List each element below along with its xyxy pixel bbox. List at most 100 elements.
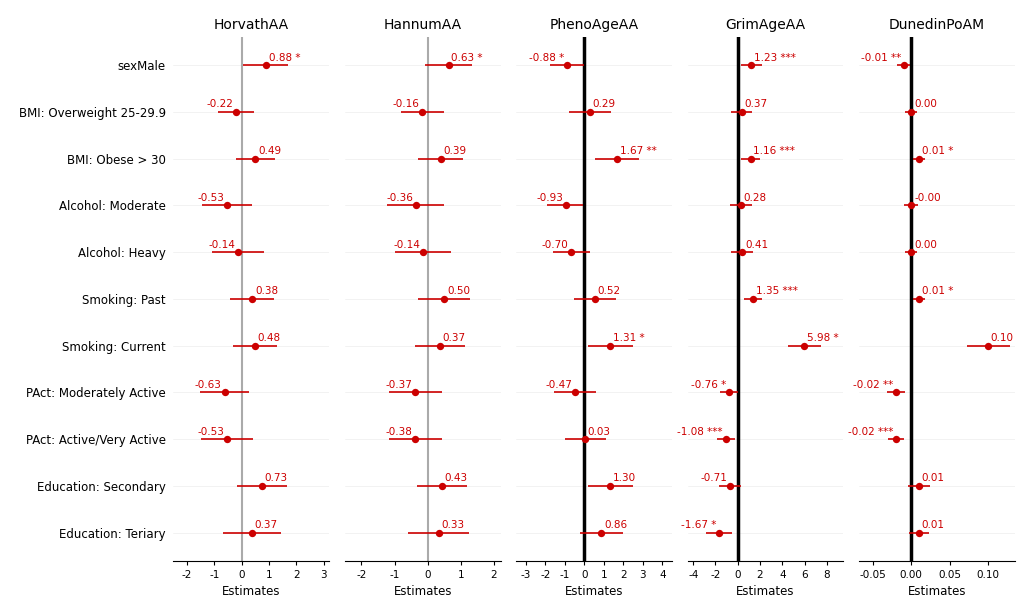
Text: -0.14: -0.14 (208, 240, 235, 249)
Point (258, 60, 274, 70)
Text: 0.48: 0.48 (258, 333, 280, 343)
Text: 0.03: 0.03 (587, 427, 610, 437)
Point (244, 527, 260, 537)
Point (710, 527, 727, 537)
Title: GrimAgeAA: GrimAgeAA (725, 18, 805, 31)
Point (910, 294, 926, 304)
Point (430, 527, 446, 537)
Point (557, 200, 574, 210)
Text: -0.53: -0.53 (198, 427, 224, 437)
Point (432, 153, 448, 163)
Text: -0.02 ***: -0.02 *** (847, 427, 893, 437)
Point (601, 481, 618, 491)
Point (440, 60, 457, 70)
Text: 0.01: 0.01 (921, 474, 944, 484)
Text: 0.01 *: 0.01 * (921, 146, 952, 156)
Text: -1.08 ***: -1.08 *** (677, 427, 722, 437)
Point (415, 247, 431, 257)
Text: 0.43: 0.43 (444, 474, 468, 484)
Point (720, 387, 737, 397)
Text: -0.70: -0.70 (541, 240, 568, 249)
Point (979, 341, 996, 351)
Point (586, 294, 602, 304)
Point (219, 200, 235, 210)
Text: 1.23 ***: 1.23 *** (753, 53, 796, 63)
Point (247, 341, 263, 351)
Text: 1.16 ***: 1.16 *** (753, 146, 795, 156)
Point (433, 481, 449, 491)
Text: -0.37: -0.37 (385, 380, 413, 390)
Point (414, 107, 430, 116)
Point (436, 294, 452, 304)
Text: -0.53: -0.53 (198, 193, 224, 203)
Text: 0.88 *: 0.88 * (268, 53, 300, 63)
Point (887, 434, 903, 444)
Point (910, 153, 926, 163)
X-axis label: Estimates: Estimates (907, 585, 965, 598)
Text: 0.37: 0.37 (442, 333, 466, 343)
Point (902, 107, 918, 116)
Text: -0.47: -0.47 (545, 380, 572, 390)
Text: -0.16: -0.16 (392, 99, 419, 110)
Point (558, 60, 575, 70)
Text: 0.63 *: 0.63 * (451, 53, 482, 63)
Text: 1.67 **: 1.67 ** (620, 146, 656, 156)
Text: -0.14: -0.14 (393, 240, 420, 249)
Text: -0.76 *: -0.76 * (691, 380, 726, 390)
Text: 0.01: 0.01 (921, 520, 944, 530)
Text: 0.86: 0.86 (603, 520, 627, 530)
Point (910, 527, 926, 537)
Text: 0.52: 0.52 (597, 286, 620, 296)
Point (229, 247, 246, 257)
Text: 0.49: 0.49 (258, 146, 281, 156)
X-axis label: Estimates: Estimates (393, 585, 451, 598)
X-axis label: Estimates: Estimates (222, 585, 280, 598)
Point (247, 153, 263, 163)
Text: 1.31 *: 1.31 * (612, 333, 644, 343)
Text: -0.00: -0.00 (913, 193, 940, 203)
Text: -0.22: -0.22 (206, 99, 232, 110)
Text: 0.41: 0.41 (744, 240, 767, 249)
Point (407, 387, 423, 397)
Point (716, 434, 733, 444)
Point (577, 434, 593, 444)
Text: -0.88 *: -0.88 * (529, 53, 564, 63)
Text: -0.93: -0.93 (536, 193, 562, 203)
X-axis label: Estimates: Estimates (565, 585, 623, 598)
Point (733, 107, 749, 116)
Point (219, 434, 235, 444)
Point (592, 527, 608, 537)
X-axis label: Estimates: Estimates (736, 585, 794, 598)
Text: 0.28: 0.28 (743, 193, 766, 203)
Point (743, 60, 759, 70)
Point (407, 434, 423, 444)
Point (562, 247, 579, 257)
Text: 0.39: 0.39 (443, 146, 466, 156)
Text: 0.29: 0.29 (592, 99, 615, 110)
Text: 5.98 *: 5.98 * (806, 333, 838, 343)
Point (254, 481, 270, 491)
Text: -0.02 **: -0.02 ** (852, 380, 893, 390)
Point (608, 153, 625, 163)
Text: 0.38: 0.38 (255, 286, 278, 296)
Text: 0.37: 0.37 (744, 99, 767, 110)
Text: 0.73: 0.73 (264, 474, 287, 484)
Point (744, 294, 760, 304)
Point (408, 200, 424, 210)
Point (796, 341, 812, 351)
Point (902, 247, 918, 257)
Point (567, 387, 583, 397)
Text: -0.63: -0.63 (195, 380, 221, 390)
Text: 0.37: 0.37 (255, 520, 277, 530)
Title: PhenoAgeAA: PhenoAgeAA (549, 18, 638, 31)
Point (227, 107, 244, 116)
Point (732, 200, 748, 210)
Point (244, 294, 260, 304)
Text: 0.01 *: 0.01 * (921, 286, 952, 296)
Point (721, 481, 738, 491)
Point (601, 341, 618, 351)
Text: -0.71: -0.71 (699, 474, 727, 484)
Text: 0.00: 0.00 (913, 240, 936, 249)
Title: HorvathAA: HorvathAA (214, 18, 288, 31)
Text: -0.38: -0.38 (385, 427, 412, 437)
